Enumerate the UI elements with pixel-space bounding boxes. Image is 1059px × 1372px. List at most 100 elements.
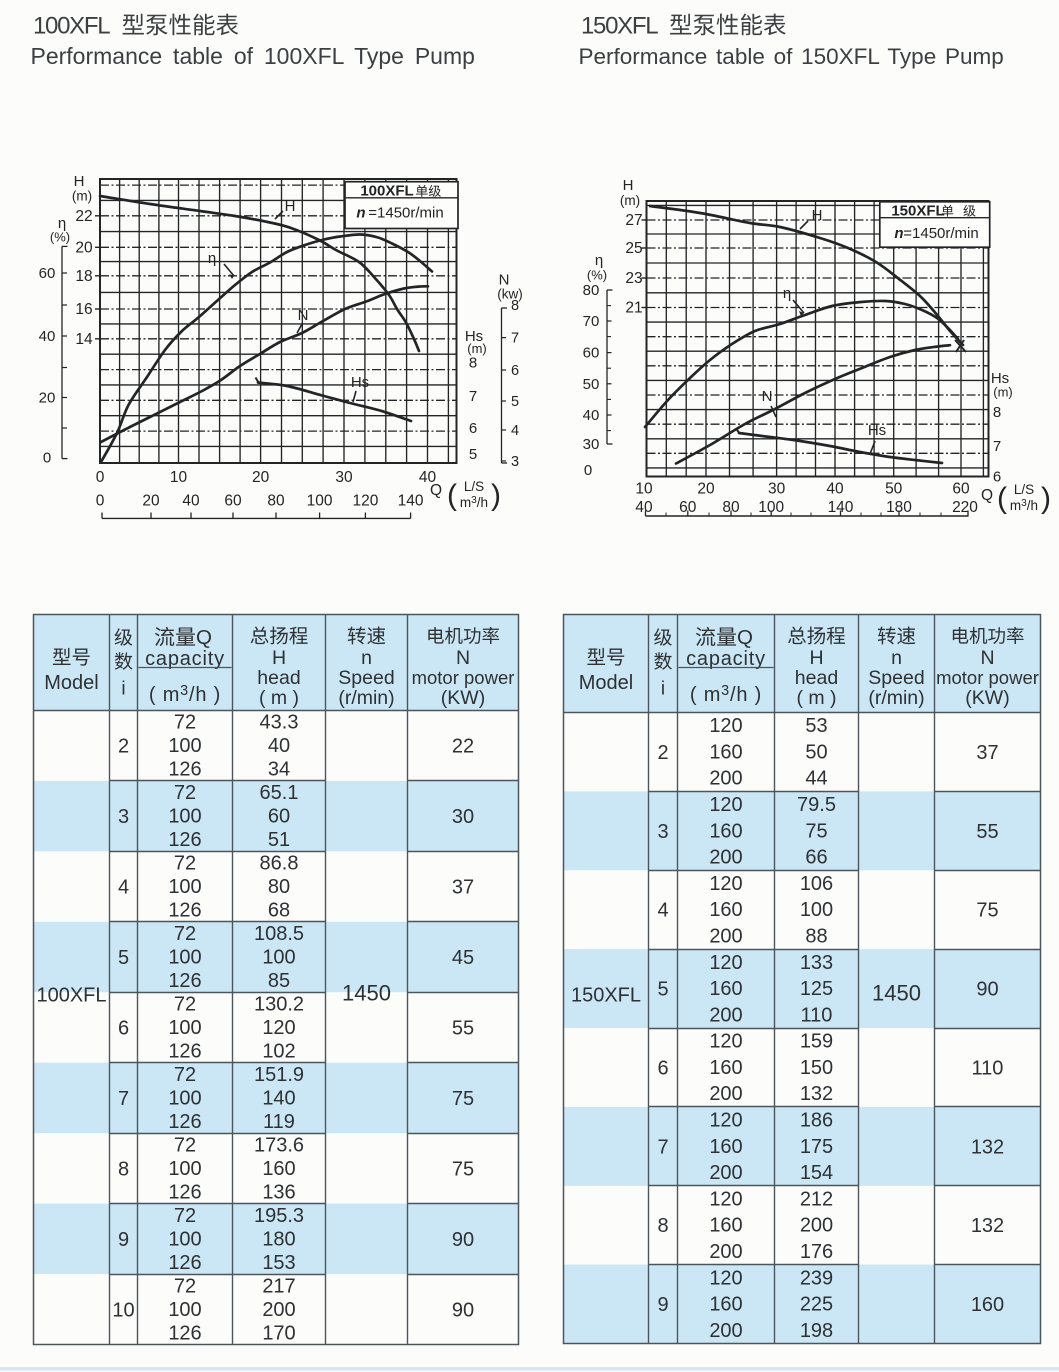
svg-text:151.9: 151.9 (254, 1064, 304, 1086)
svg-text:m3/h: m3/h (1010, 498, 1038, 513)
svg-text:126: 126 (168, 829, 201, 851)
svg-text:(: ( (447, 479, 457, 512)
svg-text:200: 200 (262, 1299, 295, 1321)
svg-text:100: 100 (307, 493, 333, 510)
svg-text:3: 3 (657, 821, 668, 843)
svg-text:133: 133 (800, 952, 833, 974)
svg-text:H: H (809, 647, 823, 669)
svg-text:40: 40 (39, 328, 56, 345)
svg-text:180: 180 (262, 1228, 295, 1250)
svg-text:0: 0 (96, 469, 105, 486)
svg-text:100: 100 (758, 499, 784, 516)
svg-text:90: 90 (452, 1299, 474, 1321)
svg-text:75: 75 (452, 1158, 474, 1180)
svg-text:175: 175 (800, 1136, 833, 1158)
svg-text:Q: Q (981, 487, 993, 504)
svg-text:40: 40 (635, 499, 653, 516)
svg-text:10: 10 (170, 469, 188, 486)
svg-text:80: 80 (267, 493, 285, 510)
svg-text:60: 60 (268, 806, 290, 828)
svg-text:68: 68 (268, 900, 290, 922)
svg-text:N: N (762, 388, 773, 405)
svg-text:Q: Q (737, 626, 753, 649)
svg-text:44: 44 (805, 768, 827, 790)
svg-text:30: 30 (583, 436, 600, 453)
svg-text:200: 200 (709, 847, 742, 869)
svg-text:150XFL: 150XFL (581, 13, 658, 40)
svg-text:8: 8 (469, 355, 477, 372)
svg-text:1450: 1450 (342, 981, 391, 1006)
svg-text:140: 140 (828, 499, 854, 516)
svg-text:110: 110 (972, 1057, 1004, 1079)
svg-text:η: η (58, 215, 66, 232)
svg-text:126: 126 (168, 759, 201, 781)
svg-text:(r/min): (r/min) (868, 687, 924, 709)
svg-text:60: 60 (583, 345, 600, 362)
svg-text:132: 132 (971, 1136, 1004, 1158)
svg-text:90: 90 (976, 979, 998, 1001)
svg-text:225: 225 (800, 1294, 833, 1316)
svg-text:Hs: Hs (465, 328, 483, 345)
svg-text:Hs: Hs (351, 374, 369, 391)
svg-text:Hs: Hs (991, 370, 1009, 387)
svg-text:(kw): (kw) (497, 287, 523, 302)
svg-text:75: 75 (805, 820, 827, 842)
svg-text:n: n (361, 647, 372, 669)
svg-text:η: η (208, 250, 216, 267)
svg-text:Model: Model (44, 672, 98, 694)
svg-text:40: 40 (268, 735, 290, 757)
svg-text:8: 8 (118, 1158, 129, 1180)
svg-text:5: 5 (469, 446, 477, 463)
svg-text:72: 72 (174, 994, 196, 1016)
svg-text:37: 37 (452, 877, 474, 899)
svg-text:100: 100 (168, 1017, 201, 1039)
svg-text:n: n (891, 647, 902, 669)
svg-text:160: 160 (709, 1057, 742, 1079)
svg-text:): ) (1041, 482, 1051, 515)
svg-text:N: N (456, 647, 470, 669)
svg-text:Model: Model (579, 672, 633, 694)
svg-text:40: 40 (182, 493, 200, 510)
svg-text:150XFL: 150XFL (571, 985, 641, 1007)
svg-text:173.6: 173.6 (254, 1134, 304, 1156)
svg-text:): ) (491, 479, 501, 512)
svg-text:108.5: 108.5 (254, 923, 304, 945)
svg-text:100: 100 (168, 1158, 201, 1180)
svg-text:head: head (257, 667, 300, 689)
svg-text:100XFL: 100XFL (33, 13, 110, 40)
svg-text:N: N (499, 272, 510, 289)
svg-text:30: 30 (452, 806, 474, 828)
svg-text:2: 2 (118, 736, 129, 758)
svg-text:65.1: 65.1 (260, 782, 299, 804)
svg-text:motor power: motor power (412, 667, 515, 688)
svg-text:Performance table of 150XFL Ty: Performance table of 150XFL Type Pump (579, 44, 1004, 69)
svg-text:195.3: 195.3 (254, 1205, 304, 1227)
svg-text:H: H (623, 177, 634, 194)
svg-text:6: 6 (469, 420, 477, 437)
svg-text:100: 100 (168, 876, 201, 898)
svg-text:80: 80 (268, 876, 290, 898)
svg-text:40: 40 (419, 469, 437, 486)
svg-text:186: 186 (800, 1110, 833, 1132)
svg-text:9: 9 (118, 1229, 129, 1251)
svg-text:198: 198 (800, 1320, 833, 1342)
svg-text:120: 120 (709, 1267, 742, 1289)
svg-text:20: 20 (142, 493, 160, 510)
svg-text:119: 119 (263, 1111, 295, 1133)
svg-text:90: 90 (452, 1229, 474, 1251)
svg-text:75: 75 (976, 900, 998, 922)
svg-text:H: H (74, 173, 85, 190)
svg-text:75: 75 (452, 1088, 474, 1110)
svg-text:n: n (356, 205, 365, 222)
svg-text:160: 160 (709, 1136, 742, 1158)
svg-text:8: 8 (993, 404, 1001, 421)
svg-text:50: 50 (885, 481, 903, 498)
svg-text:21: 21 (625, 300, 642, 317)
svg-text:72: 72 (174, 853, 196, 875)
svg-text:8: 8 (657, 1215, 668, 1237)
svg-text:( m3/h ): ( m3/h ) (690, 683, 762, 706)
svg-text:51: 51 (268, 829, 290, 851)
svg-text:102: 102 (262, 1041, 295, 1063)
svg-text:η: η (595, 252, 603, 269)
svg-text:3: 3 (511, 454, 519, 470)
